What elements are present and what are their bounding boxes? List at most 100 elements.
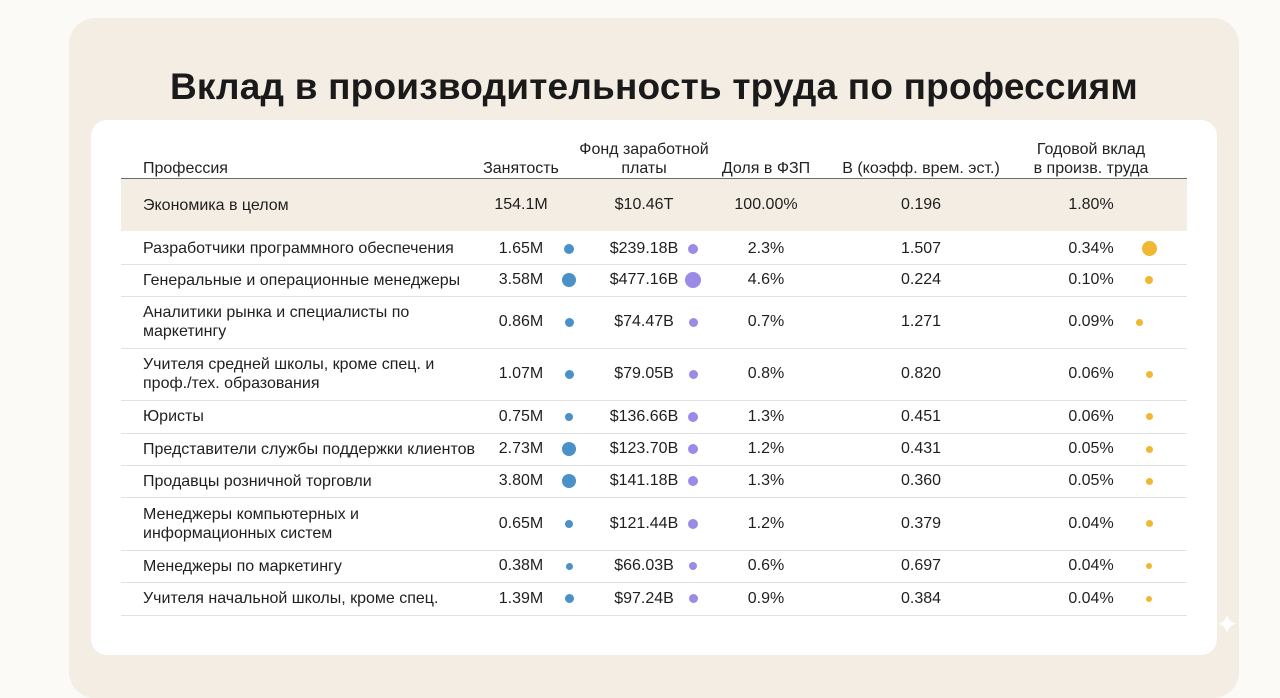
row-profession-line2: проф./тех. образования — [143, 375, 320, 392]
row-employment: 0.86M — [498, 313, 544, 330]
row-profession: Продавцы розничной торговли — [143, 465, 493, 497]
employment-dot — [565, 519, 573, 528]
row-profession-line1: Разработчики программного обеспечения — [143, 240, 454, 257]
contribution-dot — [1145, 370, 1153, 378]
contribution-dot — [1135, 318, 1143, 326]
row-contrib: 0.05% — [1068, 440, 1114, 457]
row-fund: $74.47B — [614, 313, 674, 330]
contribution-dot — [1145, 520, 1153, 527]
contribution-dot — [1146, 595, 1152, 602]
row-profession-line1: Менеджеры по маркетингу — [143, 557, 342, 575]
row-share: 0.6% — [747, 557, 785, 574]
row-profession-line2: информационных систем — [143, 524, 333, 542]
header-fund-line2: платы — [621, 160, 667, 177]
row-share: 1.2% — [747, 440, 785, 457]
row-contrib: 0.04% — [1068, 514, 1114, 532]
row-fund: $477.16B — [609, 271, 679, 288]
fund-dot — [688, 476, 698, 486]
row-profession-line1: Учителя начальной школы, кроме спец. — [143, 590, 439, 607]
employment-dot — [564, 243, 574, 254]
fund-dot — [688, 444, 698, 454]
row-coef: 0.431 — [900, 440, 942, 457]
row-share: 0.7% — [747, 313, 785, 330]
row-fund: $123.70B — [609, 440, 679, 457]
row-profession-line1: Юристы — [143, 408, 204, 425]
header-profession: Профессия — [143, 160, 228, 177]
row-profession: Аналитики рынка и специалисты по маркетин… — [143, 296, 493, 348]
row-employment: 0.65M — [498, 514, 544, 532]
row-fund: $79.05B — [614, 365, 674, 382]
row-contrib: 0.04% — [1068, 589, 1114, 607]
header-contrib: Годовой вклад в произв. труда — [1021, 140, 1161, 178]
row-share: 0.8% — [747, 365, 785, 382]
row-fund: $97.24B — [614, 589, 674, 607]
table-row: Менеджеры по маркетингу 0.38M $66.03B 0.6% 0… — [121, 550, 1187, 583]
row-employment: 1.07M — [498, 365, 544, 382]
row-contrib: 0.34% — [1068, 239, 1114, 257]
header-employment: Занятость — [483, 160, 559, 177]
infographic-panel: Вклад в производительность труда по проф… — [69, 18, 1239, 698]
row-share: 0.9% — [747, 589, 785, 607]
row-profession-line1: Аналитики рынка и специалисты по — [143, 304, 410, 321]
header-coef: B (коэфф. врем. эст.) — [842, 160, 1000, 177]
row-coef: 0.224 — [900, 271, 942, 288]
employment-dot — [562, 273, 576, 287]
employment-dot — [565, 412, 573, 421]
header-contrib-line1: Годовой вклад — [1036, 141, 1146, 158]
table-row: Аналитики рынка и специалисты по маркетин… — [121, 296, 1187, 349]
row-profession: Разработчики программного обеспечения — [143, 233, 493, 264]
contribution-dot — [1145, 445, 1153, 453]
fund-dot — [688, 369, 698, 379]
row-profession: Менеджеры по маркетингу — [143, 550, 493, 582]
row-fund: $121.44B — [609, 514, 679, 532]
total-employment: 154.1M — [494, 196, 548, 213]
employment-dot — [564, 317, 574, 327]
row-coef: 0.697 — [900, 557, 942, 574]
table-row: Юристы 0.75M $136.66B 1.3% 0.451 0.06% — [121, 400, 1187, 434]
table-row: Разработчики программного обеспечения 1.6… — [121, 233, 1187, 265]
row-profession-line1: Менеджеры компьютерных и — [143, 505, 359, 523]
row-employment: 2.73M — [498, 440, 544, 457]
row-profession: Учителя начальной школы, кроме спец. — [143, 582, 493, 615]
row-coef: 0.820 — [900, 365, 942, 382]
fund-dot — [688, 411, 698, 422]
total-profession: Экономика в целом — [143, 196, 289, 214]
employment-dot — [564, 594, 574, 603]
row-coef: 1.507 — [900, 239, 942, 257]
row-employment: 0.75M — [498, 407, 544, 425]
table-row: Продавцы розничной торговли 3.80M $141.18B… — [121, 465, 1187, 498]
contribution-dot — [1145, 276, 1153, 284]
employment-dot — [565, 562, 573, 570]
row-profession: Учителя средней школы, кроме спец. и проф… — [143, 348, 493, 400]
row-share: 1.2% — [747, 514, 785, 532]
total-share: 100.00% — [734, 196, 798, 213]
row-employment: 3.80M — [498, 472, 544, 489]
sparkle-icon: ✦ — [1215, 609, 1239, 640]
row-coef: 0.451 — [900, 407, 942, 425]
table-row: Учителя средней школы, кроме спец. и проф… — [121, 348, 1187, 401]
row-coef: 0.384 — [900, 589, 942, 607]
row-profession: Генеральные и операционные менеджеры — [143, 264, 493, 296]
row-profession-line1: Представители службы поддержки клиентов — [143, 440, 476, 458]
row-coef: 0.379 — [900, 514, 942, 532]
row-profession: Менеджеры компьютерных и информационных с… — [143, 497, 493, 550]
row-profession-line1: Генеральные и операционные менеджеры — [143, 271, 461, 289]
row-employment: 0.38M — [498, 557, 544, 574]
fund-dot — [688, 518, 698, 529]
total-coef: 0.196 — [900, 196, 942, 213]
row-contrib: 0.10% — [1068, 271, 1114, 288]
row-profession-line1: Продавцы розничной торговли — [143, 472, 372, 490]
row-profession-line2: маркетингу — [143, 323, 227, 340]
row-profession: Представители службы поддержки клиентов — [143, 433, 493, 465]
row-profession: Юристы — [143, 400, 493, 433]
row-contrib: 0.09% — [1068, 313, 1114, 330]
row-contrib: 0.06% — [1068, 407, 1114, 425]
row-fund: $136.66B — [609, 407, 679, 425]
row-share: 1.3% — [747, 472, 785, 489]
employment-dot — [562, 474, 576, 488]
row-coef: 0.360 — [900, 472, 942, 489]
header-divider — [121, 178, 1187, 180]
table-row: Представители службы поддержки клиентов 2… — [121, 433, 1187, 466]
header-fund-line1: Фонд заработной — [579, 141, 709, 158]
table-row: Генеральные и операционные менеджеры 3.58… — [121, 264, 1187, 297]
